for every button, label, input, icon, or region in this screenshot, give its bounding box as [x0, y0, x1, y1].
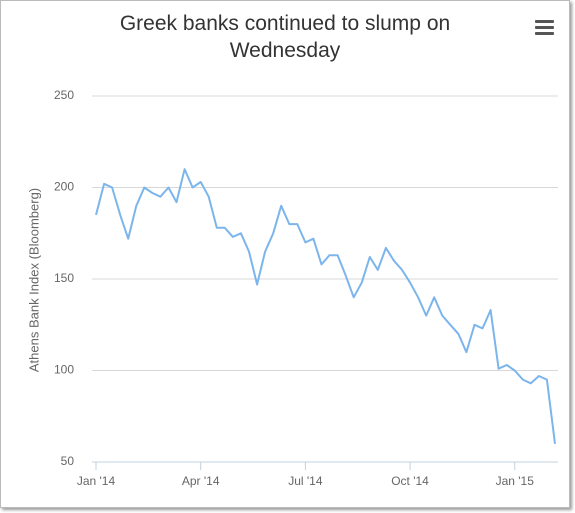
chart-title: Greek banks continued to slump on Wednes…	[119, 12, 451, 62]
menu-bar	[535, 32, 554, 35]
y-tick-label: 100	[54, 363, 74, 377]
x-tick-label: Oct '14	[391, 474, 429, 488]
y-tick-label: 50	[61, 454, 75, 468]
x-tick-label: Jan '15	[496, 474, 535, 488]
x-tick-label: Jul '14	[288, 474, 323, 488]
menu-bar	[535, 20, 554, 23]
y-tick-label: 200	[54, 180, 74, 194]
x-tick-label: Jan '14	[77, 474, 116, 488]
menu-button[interactable]	[530, 14, 558, 38]
menu-bar	[535, 26, 554, 29]
y-tick-label: 250	[54, 88, 74, 102]
y-tick-label: 150	[54, 271, 74, 285]
series-line	[95, 168, 556, 444]
y-axis-label: Athens Bank Index (Bloomberg)	[26, 188, 41, 372]
x-tick-label: Apr '14	[182, 474, 220, 488]
